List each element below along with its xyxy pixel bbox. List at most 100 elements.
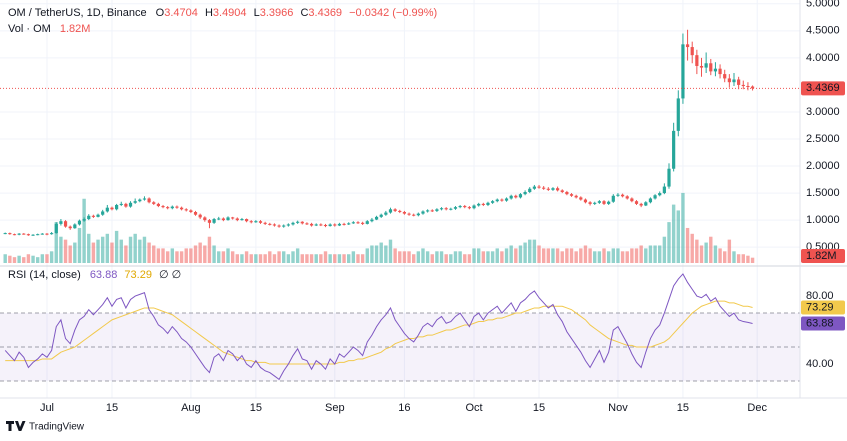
candle-body bbox=[583, 199, 588, 203]
volume-bar bbox=[31, 255, 35, 263]
volume-bar bbox=[379, 242, 383, 263]
candle-body bbox=[300, 221, 304, 224]
volume-bar bbox=[704, 242, 708, 263]
candle-body bbox=[101, 211, 105, 215]
axis bbox=[0, 0, 847, 399]
candle-body bbox=[491, 201, 495, 203]
volume-bar bbox=[226, 248, 230, 263]
candle-body bbox=[532, 186, 536, 189]
candle-body bbox=[393, 209, 397, 211]
rsi-ma-value: 73.29 bbox=[124, 269, 152, 281]
volume-bar bbox=[593, 251, 597, 263]
volume-bar bbox=[625, 251, 629, 263]
candle-body bbox=[207, 220, 212, 223]
rsi-tick-label: 80.00 bbox=[806, 290, 834, 302]
volume-bar bbox=[309, 254, 314, 263]
price-label-box bbox=[801, 81, 845, 96]
x-tick-label: Sep bbox=[325, 402, 345, 414]
candle-body bbox=[50, 233, 54, 235]
volume-bar bbox=[495, 248, 499, 263]
volume-bar bbox=[388, 239, 393, 263]
rsi bbox=[4, 273, 753, 381]
candle-body bbox=[268, 223, 272, 225]
volume-bar bbox=[402, 251, 407, 263]
x-tick-label: Jul bbox=[40, 402, 54, 414]
candle-body bbox=[616, 194, 620, 196]
candle-body bbox=[277, 225, 281, 227]
header-line: OM / TetherUS, 1D, Binance O3.4704 H3.49… bbox=[8, 7, 437, 19]
candle-body bbox=[667, 168, 671, 187]
volume-bar bbox=[723, 251, 727, 263]
ohlc-key: L bbox=[254, 7, 260, 19]
candle-body bbox=[221, 218, 225, 221]
footer: TradingView bbox=[6, 421, 85, 433]
volume-bar bbox=[40, 254, 45, 263]
volume-bar bbox=[602, 248, 606, 263]
volume-bar bbox=[138, 239, 142, 263]
candle-body bbox=[579, 197, 583, 200]
volume-bar bbox=[295, 248, 300, 263]
candle-body bbox=[523, 191, 527, 195]
volume-bar bbox=[532, 239, 537, 263]
candle-body bbox=[546, 188, 550, 190]
volume-bar bbox=[616, 248, 620, 263]
volume-bar bbox=[393, 248, 397, 263]
y-tick-label: 2.5000 bbox=[806, 133, 840, 145]
ohlc-value: 3.4704 bbox=[164, 7, 198, 19]
candle-body bbox=[435, 209, 439, 211]
volume-bar bbox=[374, 245, 379, 263]
volume-bar bbox=[606, 251, 611, 263]
rsi-ma-label: 73.29 bbox=[806, 301, 834, 313]
volume-bar bbox=[435, 251, 439, 263]
candle-body bbox=[291, 222, 295, 225]
volume-bar bbox=[268, 251, 272, 263]
candle-body bbox=[528, 188, 532, 192]
volume-bar bbox=[124, 245, 128, 263]
volume-bar bbox=[741, 254, 745, 263]
candle-body bbox=[658, 193, 662, 196]
volume-bar bbox=[300, 254, 304, 263]
candle-body bbox=[286, 224, 290, 226]
candle-body bbox=[231, 217, 235, 219]
candle-body bbox=[147, 198, 151, 203]
candle-body bbox=[240, 219, 244, 221]
candle-body bbox=[17, 233, 21, 235]
candle-body bbox=[555, 188, 560, 191]
candle-body bbox=[337, 223, 342, 226]
volume-name: Vol · OM bbox=[8, 23, 51, 35]
ohlc-key: O bbox=[156, 7, 165, 19]
candle-body bbox=[713, 68, 718, 72]
volume-bar bbox=[59, 236, 63, 263]
rsi-label: 63.88 bbox=[806, 317, 834, 329]
brand-logo bbox=[6, 421, 26, 431]
candle-body bbox=[175, 206, 179, 208]
volume-bar bbox=[416, 251, 421, 263]
candle-body bbox=[73, 224, 77, 229]
candle-body bbox=[412, 214, 416, 216]
volume-bar bbox=[114, 230, 119, 263]
volume-bar bbox=[82, 198, 86, 263]
candle-body bbox=[184, 209, 188, 211]
candle-body bbox=[59, 221, 63, 224]
volume-bar bbox=[690, 233, 694, 263]
volume-bar bbox=[184, 248, 188, 263]
candle-body bbox=[439, 208, 444, 210]
candle-body bbox=[170, 206, 174, 209]
volume-bar bbox=[453, 251, 458, 263]
candle-body bbox=[314, 224, 318, 226]
candle-body bbox=[718, 68, 722, 75]
volume-bar bbox=[351, 251, 356, 263]
volume-bar bbox=[217, 251, 221, 263]
candle-body bbox=[504, 198, 509, 201]
volume-bar bbox=[579, 248, 583, 263]
volume-bar bbox=[597, 251, 602, 263]
candle-body bbox=[263, 222, 267, 224]
candle-body bbox=[166, 207, 170, 209]
volume-bar bbox=[179, 251, 184, 263]
candle-body bbox=[361, 222, 365, 224]
volume-bar bbox=[68, 245, 72, 263]
candle-body bbox=[138, 199, 142, 202]
volume-bar bbox=[152, 245, 156, 263]
